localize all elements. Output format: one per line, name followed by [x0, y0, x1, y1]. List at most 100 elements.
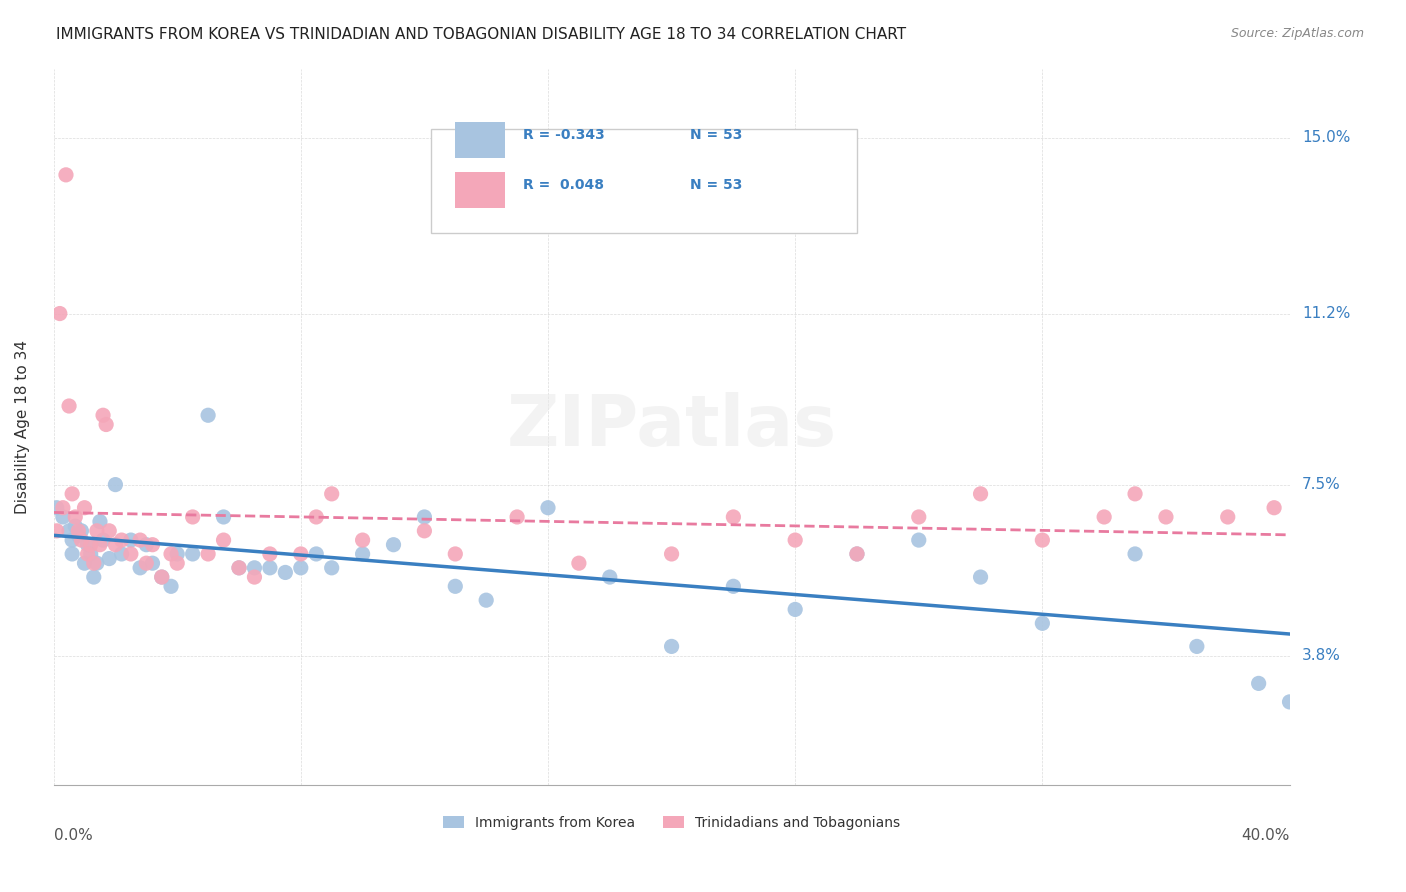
Point	[212, 533, 235, 547]
Point	[166, 547, 188, 561]
Point	[52, 510, 75, 524]
Point	[785, 602, 807, 616]
Point	[1185, 640, 1208, 654]
Point	[969, 487, 991, 501]
Point	[228, 561, 250, 575]
Text: 0.0%: 0.0%	[53, 828, 93, 843]
Point	[413, 524, 436, 538]
Point	[197, 547, 219, 561]
Point	[243, 570, 266, 584]
Point	[160, 579, 183, 593]
Text: 7.5%: 7.5%	[1302, 477, 1341, 492]
Text: N = 53: N = 53	[690, 178, 742, 192]
Point	[129, 561, 152, 575]
Point	[150, 570, 173, 584]
Point	[290, 561, 312, 575]
Point	[80, 538, 103, 552]
Text: ZIPatlas: ZIPatlas	[506, 392, 837, 461]
Point	[305, 510, 328, 524]
Point	[243, 561, 266, 575]
Point	[305, 547, 328, 561]
Point	[1247, 676, 1270, 690]
Point	[1216, 510, 1239, 524]
Point	[91, 533, 114, 547]
Point	[1263, 500, 1285, 515]
Text: N = 53: N = 53	[690, 128, 742, 142]
Point	[67, 528, 90, 542]
Point	[382, 538, 405, 552]
Point	[58, 399, 80, 413]
Point	[83, 570, 105, 584]
Point	[352, 547, 374, 561]
Point	[197, 409, 219, 423]
Point	[58, 524, 80, 538]
Point	[181, 547, 204, 561]
Point	[150, 570, 173, 584]
Point	[444, 547, 467, 561]
Point	[120, 547, 142, 561]
Point	[568, 556, 591, 570]
Bar	[456, 172, 505, 208]
Point	[723, 579, 745, 593]
Point	[65, 519, 87, 533]
Bar	[456, 122, 505, 158]
Text: 11.2%: 11.2%	[1302, 306, 1350, 321]
Point	[1031, 533, 1053, 547]
Text: 3.8%: 3.8%	[1302, 648, 1341, 663]
Point	[83, 556, 105, 570]
Point	[110, 547, 132, 561]
Point	[141, 556, 163, 570]
Point	[104, 477, 127, 491]
Point	[166, 556, 188, 570]
Point	[141, 538, 163, 552]
Point	[1154, 510, 1177, 524]
Point	[104, 538, 127, 552]
Point	[86, 556, 108, 570]
Point	[785, 533, 807, 547]
Point	[160, 547, 183, 561]
Point	[181, 510, 204, 524]
Point	[661, 547, 683, 561]
Point	[907, 510, 929, 524]
Point	[110, 533, 132, 547]
Y-axis label: Disability Age 18 to 34: Disability Age 18 to 34	[15, 340, 30, 514]
Text: 15.0%: 15.0%	[1302, 130, 1350, 145]
Point	[67, 524, 90, 538]
Point	[846, 547, 869, 561]
Point	[45, 524, 67, 538]
Point	[120, 533, 142, 547]
Point	[98, 551, 121, 566]
Point	[60, 533, 83, 547]
Point	[70, 533, 93, 547]
Point	[907, 533, 929, 547]
Point	[352, 533, 374, 547]
Point	[49, 307, 72, 321]
Point	[321, 487, 343, 501]
Point	[259, 561, 281, 575]
Point	[1278, 695, 1301, 709]
Point	[506, 510, 529, 524]
Point	[661, 640, 683, 654]
Point	[1123, 487, 1146, 501]
Point	[290, 547, 312, 561]
Point	[52, 500, 75, 515]
Point	[228, 561, 250, 575]
Point	[212, 510, 235, 524]
Point	[86, 524, 108, 538]
Text: Source: ZipAtlas.com: Source: ZipAtlas.com	[1230, 27, 1364, 40]
Point	[1092, 510, 1115, 524]
Point	[98, 524, 121, 538]
Point	[45, 500, 67, 515]
Point	[846, 547, 869, 561]
Point	[91, 409, 114, 423]
Point	[1123, 547, 1146, 561]
Point	[76, 547, 98, 561]
Point	[599, 570, 621, 584]
Point	[321, 561, 343, 575]
FancyBboxPatch shape	[430, 129, 858, 234]
Point	[60, 547, 83, 561]
Point	[274, 566, 297, 580]
Point	[129, 533, 152, 547]
Point	[475, 593, 498, 607]
Point	[1031, 616, 1053, 631]
